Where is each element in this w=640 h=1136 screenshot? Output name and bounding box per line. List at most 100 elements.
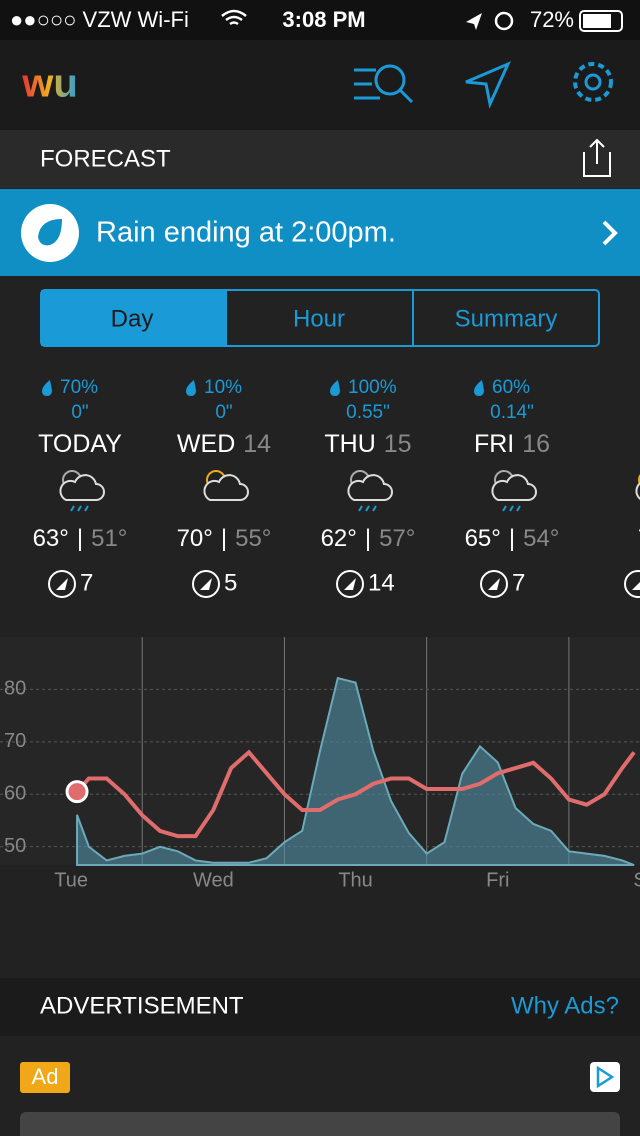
location-icon: [466, 13, 482, 30]
battery-level: [583, 14, 611, 28]
tab[interactable]: Summary: [455, 305, 558, 332]
share-button[interactable]: [583, 138, 611, 177]
day-name: TODAY: [38, 430, 122, 458]
title-bar: [0, 130, 640, 188]
y-tick-label: 80: [4, 678, 26, 700]
day-name: WED 14: [177, 430, 271, 458]
separator: |: [365, 525, 371, 552]
high: 65°: [465, 525, 501, 552]
carrier: ●●○○○ VZW Wi-Fi: [10, 7, 189, 32]
wind-speed: 14: [368, 569, 395, 596]
logo[interactable]: wu: [21, 62, 78, 106]
adchoices-icon[interactable]: [590, 1062, 620, 1092]
low: 54°: [523, 525, 559, 552]
precip-amount: 0.55": [346, 402, 390, 423]
wind-icon: [480, 570, 508, 598]
day-column[interactable]: 100% 0.55" THU 15 62° | 57° 14: [321, 377, 416, 598]
cloud: [59, 474, 105, 501]
wind-arrow: [56, 578, 68, 590]
cloud: [635, 482, 640, 500]
day-label: THU: [324, 430, 375, 458]
precip-amount: 0": [215, 402, 232, 423]
why-ads[interactable]: Why Ads?: [511, 992, 619, 1019]
wind-speed: 7: [512, 569, 525, 596]
high: 63°: [33, 525, 69, 552]
temps: 65° | 54°: [465, 525, 560, 552]
cloud: [491, 474, 537, 501]
wind-arrow: [632, 582, 640, 590]
tab[interactable]: Hour: [293, 305, 345, 332]
day-column[interactable]: 10% 0" WED 14 70° | 55° 5: [177, 377, 272, 598]
ad-heading: ADVERTISEMENT: [40, 992, 244, 1019]
temps: 62° | 57°: [321, 525, 416, 552]
separator: |: [509, 525, 515, 552]
x-tick-label: S: [633, 869, 640, 891]
nav-bar: [0, 40, 640, 130]
day-name: THU 15: [324, 430, 411, 458]
day-label: FRI: [474, 430, 514, 458]
locate-button[interactable]: [465, 61, 511, 109]
high: 62°: [321, 525, 357, 552]
low: 51°: [91, 525, 127, 552]
temps: 76°: [638, 525, 640, 552]
day-column[interactable]: SA76°: [624, 430, 640, 598]
separator: |: [77, 525, 83, 552]
y-tick-label: 50: [4, 835, 26, 857]
drop: [38, 219, 62, 246]
day-label: WED: [177, 430, 235, 458]
low: 57°: [379, 525, 415, 552]
wind-arrow: [488, 578, 500, 590]
day-date: 16: [522, 430, 550, 458]
high: 76°: [638, 525, 640, 552]
x-tick-label: Fri: [486, 869, 509, 891]
temps: 63° | 51°: [33, 525, 128, 552]
wind-icon: [48, 570, 76, 598]
ad-content: [20, 1112, 620, 1136]
tab[interactable]: Day: [111, 305, 154, 332]
status-bar: [0, 0, 640, 40]
settings-button[interactable]: [573, 62, 613, 102]
wind-arrow: [344, 578, 356, 590]
temps: 70° | 55°: [177, 525, 272, 552]
x-tick-label: Wed: [193, 869, 234, 891]
drop-icon: [42, 380, 52, 396]
separator: |: [221, 525, 227, 552]
precip-chance: 100%: [348, 377, 397, 398]
chevron: [602, 220, 618, 246]
wind-speed: 5: [224, 569, 237, 596]
sun: [638, 474, 640, 486]
wifi-icon: [221, 9, 247, 26]
precip-amount: 0.14": [490, 402, 534, 423]
x-tick-label: Tue: [54, 869, 88, 891]
cloud: [347, 474, 393, 501]
battery-percent: 72%: [530, 7, 574, 32]
ad-badge: [20, 1062, 70, 1093]
battery-icon: [579, 10, 623, 32]
page-title: FORECAST: [40, 145, 171, 172]
ad-bar: [0, 978, 640, 1036]
x-tick-label: Thu: [338, 869, 372, 891]
drop-icon: [330, 380, 340, 396]
banner-text: Rain ending at 2:00pm.: [96, 217, 396, 249]
wind-icon: [192, 570, 220, 598]
rain-banner[interactable]: [0, 189, 640, 276]
rain: [502, 505, 521, 512]
day-column[interactable]: 70% 0" TODAY 63° | 51° 7: [33, 377, 128, 598]
day-date: 15: [384, 430, 412, 458]
wind-arrow: [200, 578, 212, 590]
drop-icon: [186, 380, 196, 396]
high: 70°: [177, 525, 213, 552]
search-button[interactable]: [354, 64, 414, 104]
chart: 50 60 70 80 Tue Wed Thu Fri S: [0, 637, 640, 891]
y-tick-label: 70: [4, 730, 26, 752]
low: 55°: [235, 525, 271, 552]
precip-chance: 10%: [204, 377, 242, 398]
precip-area: [76, 676, 635, 866]
day-column[interactable]: 60% 0.14" FRI 16 65° | 54° 7: [465, 377, 560, 598]
y-tick-label: 60: [4, 783, 26, 805]
ad-badge-text: Ad: [32, 1064, 59, 1089]
wind-speed: 7: [80, 569, 93, 596]
rain: [358, 505, 377, 512]
wind-icon: [624, 570, 640, 598]
